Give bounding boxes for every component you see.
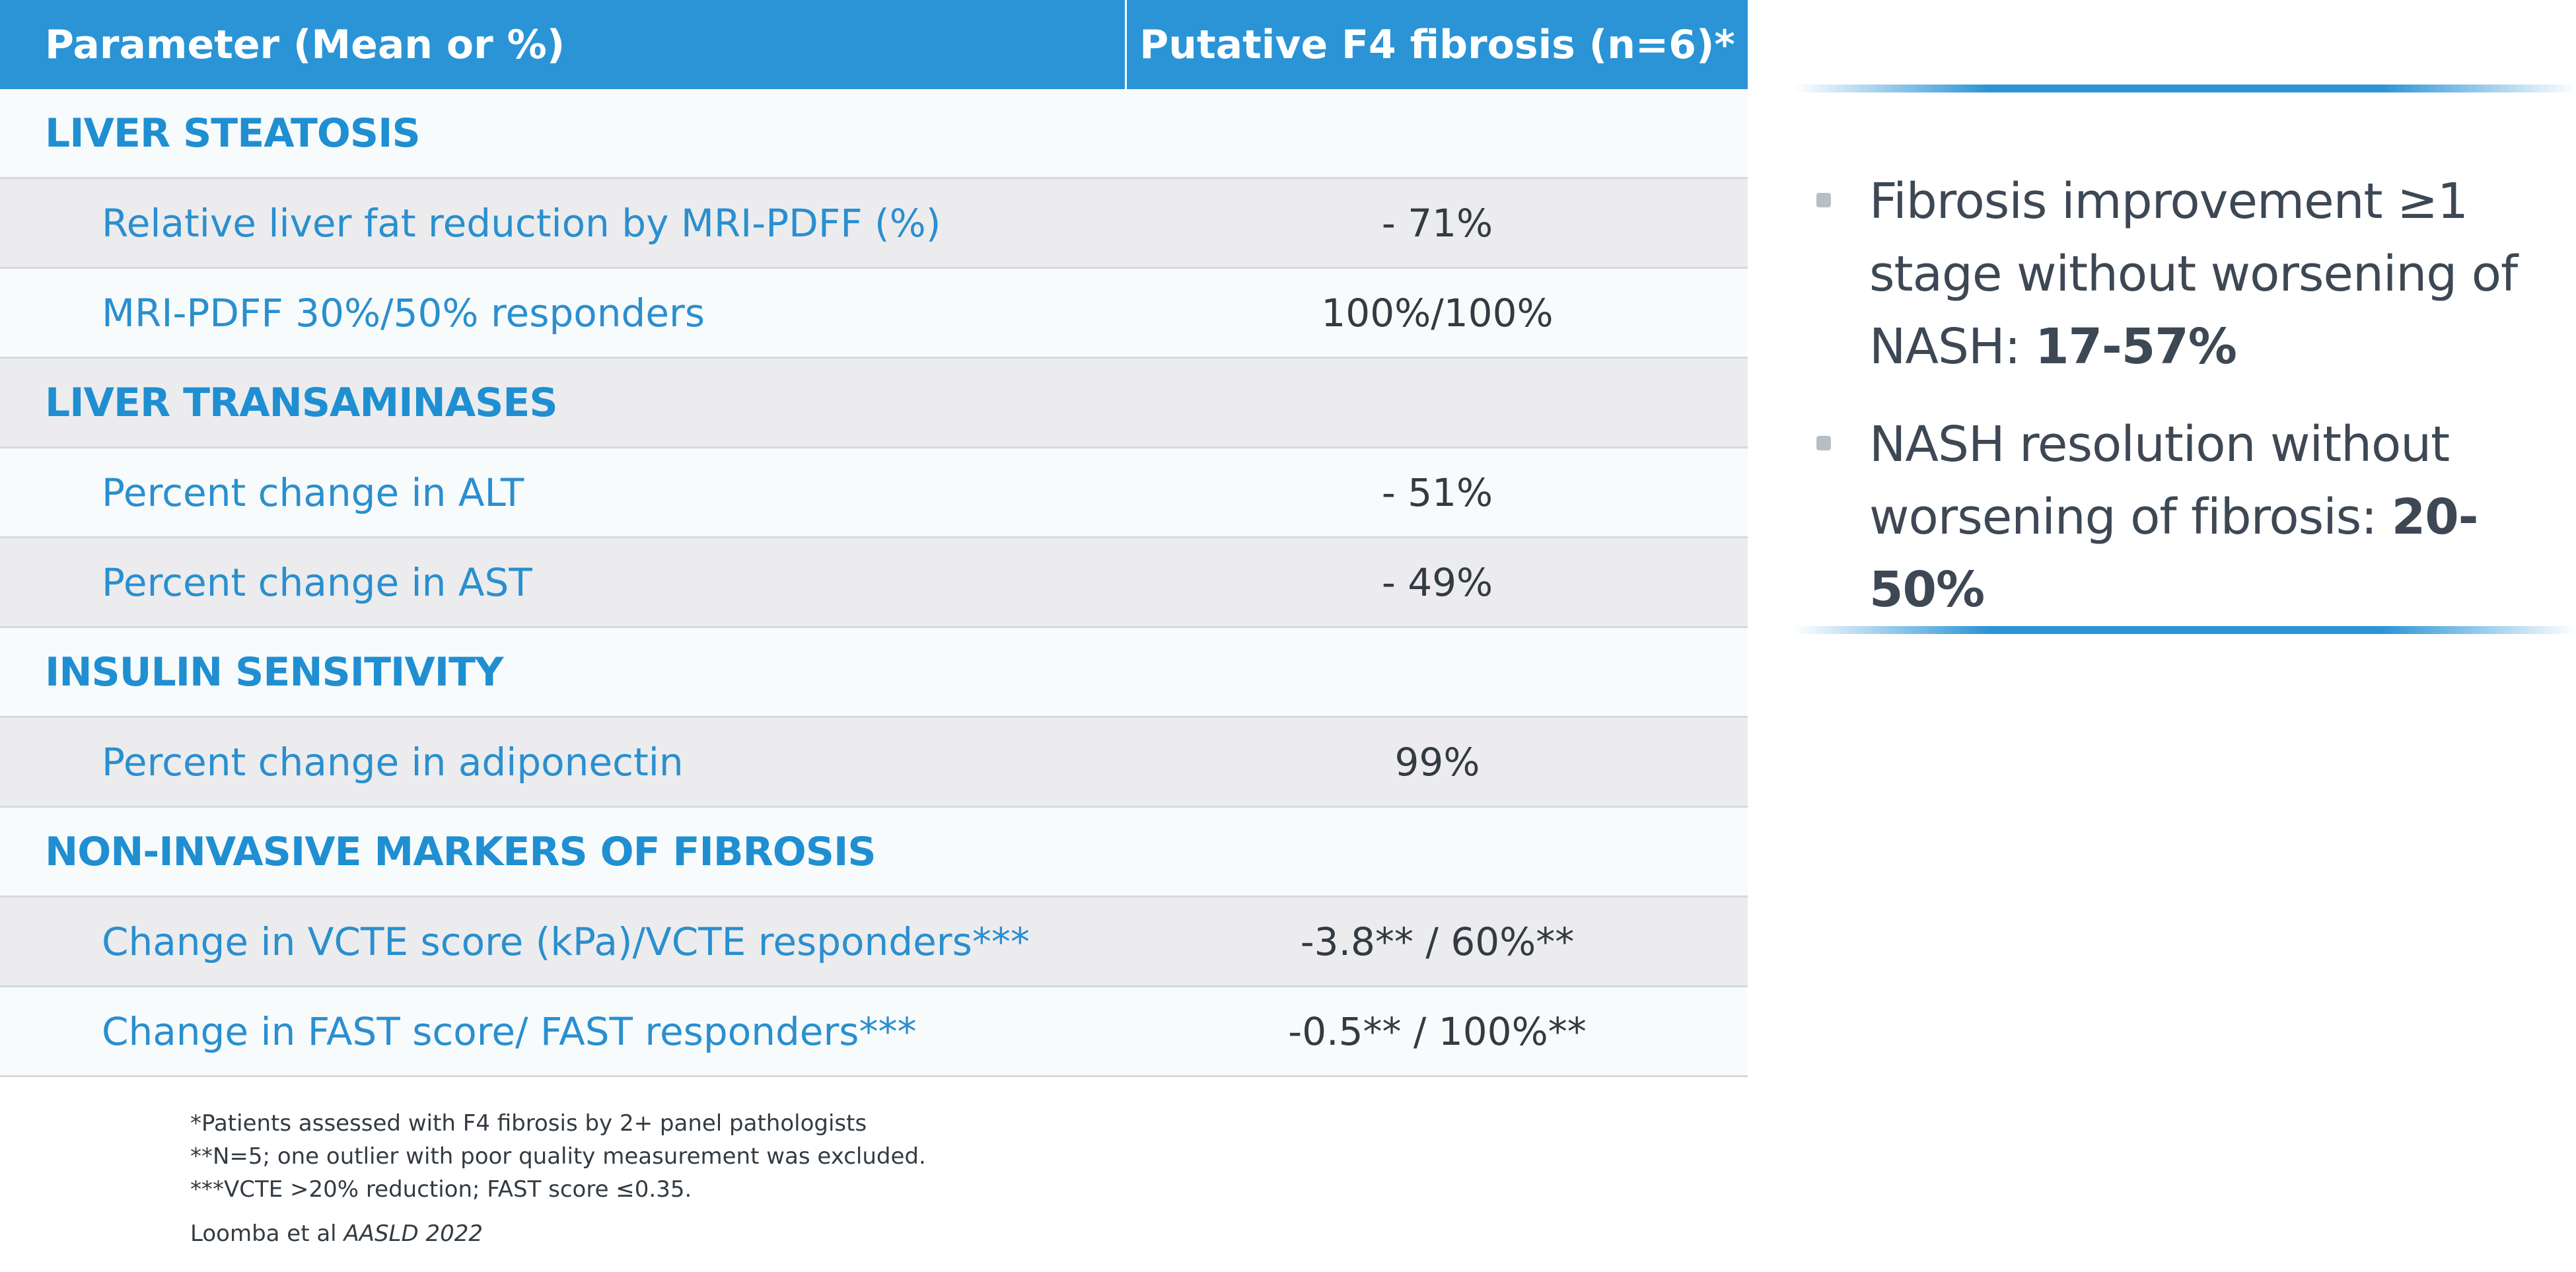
row-value: - 49%	[1381, 559, 1493, 605]
header-f4-label: Putative F4 fibrosis (n=6)*	[1139, 21, 1735, 68]
section-label: INSULIN SENSITIVITY	[45, 649, 503, 695]
table-row: Relative liver fat reduction by MRI-PDFF…	[0, 179, 1748, 269]
row-value: -3.8** / 60%**	[1300, 919, 1575, 964]
row-label: Relative liver fat reduction by MRI-PDFF…	[102, 200, 941, 246]
section-row-insulin-sensitivity: INSULIN SENSITIVITY	[0, 628, 1748, 718]
finding-fibrosis-improvement: Fibrosis improvement ≥1 stage without wo…	[1816, 165, 2569, 383]
footnote-1: *Patients assessed with F4 fibrosis by 2…	[190, 1110, 867, 1137]
row-value: - 51%	[1381, 470, 1493, 515]
citation-authors: Loomba et al	[190, 1220, 344, 1247]
header-parameter-label: Parameter (Mean or %)	[45, 21, 565, 68]
panel-divider-bottom	[1794, 626, 2576, 634]
section-label: LIVER TRANSAMINASES	[45, 379, 558, 426]
section-row-fibrosis-markers: NON-INVASIVE MARKERS OF FIBROSIS	[0, 808, 1748, 898]
bullet-icon	[1816, 436, 1831, 450]
finding-text: Fibrosis improvement ≥1 stage without wo…	[1869, 173, 2518, 375]
finding-highlight: 20-50%	[1869, 489, 2478, 618]
row-label: Percent change in adiponectin	[102, 739, 684, 785]
table-row: Percent change in adiponectin 99%	[0, 718, 1748, 808]
table-row: MRI-PDFF 30%/50% responders 100%/100%	[0, 269, 1748, 359]
finding-nash-resolution: NASH resolution without worsening of fib…	[1816, 408, 2569, 626]
finding-highlight: 17-57%	[2035, 318, 2237, 375]
panel-divider-top	[1794, 85, 2576, 92]
table-header-row: Parameter (Mean or %) Putative F4 fibros…	[0, 0, 1748, 89]
table-row: Percent change in ALT - 51%	[0, 448, 1748, 538]
section-label: NON-INVASIVE MARKERS OF FIBROSIS	[45, 828, 877, 875]
section-row-liver-transaminases: LIVER TRANSAMINASES	[0, 359, 1748, 448]
finding-text: NASH resolution without worsening of fib…	[1869, 416, 2450, 546]
bullet-icon	[1816, 193, 1831, 207]
table-row: Percent change in AST - 49%	[0, 538, 1748, 628]
footnote-2: **N=5; one outlier with poor quality mea…	[190, 1143, 926, 1170]
row-value: 99%	[1394, 739, 1480, 785]
row-label: Percent change in ALT	[102, 470, 524, 515]
results-table: Parameter (Mean or %) Putative F4 fibros…	[0, 0, 1748, 1077]
row-label: Percent change in AST	[102, 559, 532, 605]
findings-panel: Fibrosis improvement ≥1 stage without wo…	[1816, 165, 2569, 651]
table-row: Change in FAST score/ FAST responders***…	[0, 987, 1748, 1077]
row-value: -0.5** / 100%**	[1288, 1008, 1587, 1054]
row-value: 100%/100%	[1321, 290, 1554, 336]
row-label: Change in VCTE score (kPa)/VCTE responde…	[102, 919, 1030, 964]
row-value: - 71%	[1381, 200, 1493, 246]
row-label: Change in FAST score/ FAST responders***	[102, 1008, 917, 1054]
row-label: MRI-PDFF 30%/50% responders	[102, 290, 705, 336]
footnote-3: ***VCTE >20% reduction; FAST score ≤0.35…	[190, 1176, 692, 1203]
citation: Loomba et al AASLD 2022	[190, 1220, 483, 1247]
header-cell-f4: Putative F4 fibrosis (n=6)*	[1127, 0, 1748, 89]
header-cell-parameter: Parameter (Mean or %)	[0, 0, 1127, 89]
table-row: Change in VCTE score (kPa)/VCTE responde…	[0, 898, 1748, 987]
footnotes: *Patients assessed with F4 fibrosis by 2…	[190, 1107, 926, 1206]
section-row-liver-steatosis: LIVER STEATOSIS	[0, 89, 1748, 179]
citation-venue: AASLD 2022	[343, 1220, 483, 1247]
section-label: LIVER STEATOSIS	[45, 110, 421, 157]
